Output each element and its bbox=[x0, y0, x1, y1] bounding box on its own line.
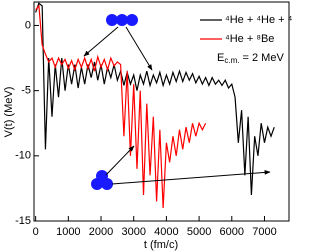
x-tick-label: 5000 bbox=[187, 226, 211, 238]
x-tick-label: 3000 bbox=[121, 226, 145, 238]
y-tick-label: -5 bbox=[21, 85, 31, 97]
annotation-rest: = 2 MeV bbox=[239, 52, 284, 64]
y-tick-label: -15 bbox=[15, 215, 31, 227]
plot-frame bbox=[33, 1, 290, 222]
y-tick-label: 0 bbox=[25, 19, 31, 31]
y-axis-title: V(t) (MeV) bbox=[3, 87, 15, 138]
legend-label: ⁴He + ⁸Be bbox=[225, 33, 274, 45]
chart: t (fm/c) V(t) (MeV) Ec.m. = 2 MeV 0 1000 2… bbox=[3, 1, 292, 251]
cluster-icons bbox=[83, 14, 271, 190]
x-tick-label: 2000 bbox=[89, 226, 113, 238]
x-tick-label: 1000 bbox=[56, 226, 80, 238]
annotation-main: E bbox=[217, 52, 224, 64]
x-axis-title: t (fm/c) bbox=[144, 239, 178, 251]
annotation: Ec.m. = 2 MeV bbox=[217, 52, 284, 65]
x-tick-label: 4000 bbox=[154, 226, 178, 238]
x-tick-label: 7000 bbox=[252, 226, 276, 238]
legend-label: ⁴He + ⁴He + ⁴He bbox=[225, 14, 292, 26]
x-tick-label: 6000 bbox=[220, 226, 244, 238]
x-tick-label: 0 bbox=[33, 226, 39, 238]
annotation-sub: c.m. bbox=[224, 56, 239, 65]
plot-area bbox=[35, 2, 275, 208]
y-tick-label: -10 bbox=[15, 150, 31, 162]
series-line bbox=[35, 4, 207, 208]
